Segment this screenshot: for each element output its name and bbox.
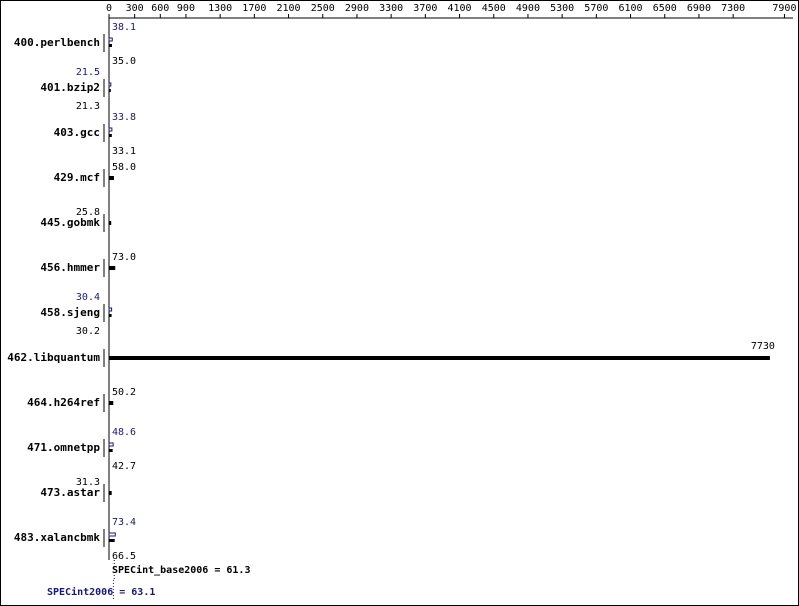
value-label: 21.3 (76, 101, 100, 112)
x-tick-label: 1700 (242, 3, 266, 14)
x-tick-label: 5300 (550, 3, 574, 14)
summary-label: SPECint_base2006 = 61.3 (112, 564, 250, 576)
x-tick-label: 7900 (772, 3, 796, 14)
x-tick-label: 900 (177, 3, 195, 14)
peak-bar (108, 82, 112, 87)
value-label: 58.0 (112, 162, 136, 173)
bar (109, 401, 114, 405)
bar (109, 539, 115, 542)
value-label: 66.5 (112, 551, 136, 562)
bar (109, 44, 112, 47)
peak-bar (108, 37, 113, 42)
x-tick-label: 2100 (277, 3, 301, 14)
value-label: 35.0 (112, 56, 136, 67)
bar (109, 449, 113, 452)
category-label: 400.perlbench (14, 36, 100, 49)
x-tick-label: 1300 (208, 3, 232, 14)
value-label: 7730 (751, 341, 775, 352)
category-label: 462.libquantum (7, 351, 100, 364)
peak-value-label: 73.4 (112, 517, 136, 528)
category-label: 429.mcf (54, 171, 100, 184)
value-label: 25.8 (76, 207, 100, 218)
x-tick-label: 4500 (482, 3, 506, 14)
peak-value-label: 33.8 (112, 112, 136, 123)
category-label: 464.h264ref (27, 396, 100, 409)
value-label: 42.7 (112, 461, 136, 472)
bar (109, 491, 112, 495)
category-label: 403.gcc (54, 126, 100, 139)
category-label: 401.bzip2 (40, 81, 100, 94)
value-label: 33.1 (112, 146, 136, 157)
x-tick-label: 600 (151, 3, 169, 14)
value-label: 31.3 (76, 477, 100, 488)
category-label: 456.hmmer (40, 261, 100, 274)
x-tick-label: 0 (106, 3, 112, 14)
x-tick-label: 7300 (721, 3, 745, 14)
category-label: 483.xalancbmk (14, 531, 100, 544)
x-tick-label: 6100 (619, 3, 643, 14)
peak-value-label: 38.1 (112, 22, 136, 33)
value-label: 50.2 (112, 387, 136, 398)
bar (109, 314, 112, 317)
category-label: 471.omnetpp (27, 441, 100, 454)
peak-value-label: 30.4 (76, 292, 100, 303)
bar (109, 266, 116, 270)
bar (109, 221, 112, 225)
peak-bar (108, 307, 113, 312)
peak-bar (108, 532, 116, 537)
peak-value-label: 48.6 (112, 427, 136, 438)
x-tick-label: 4100 (448, 3, 472, 14)
category-label: 445.gobmk (40, 216, 100, 229)
x-tick-label: 2500 (311, 3, 335, 14)
x-tick-label: 6900 (687, 3, 711, 14)
peak-bar (108, 127, 113, 132)
x-tick-label: 6500 (653, 3, 677, 14)
value-label: 30.2 (76, 326, 100, 337)
x-tick-label: 2900 (345, 3, 369, 14)
x-tick-label: 3300 (379, 3, 403, 14)
value-label: 73.0 (112, 252, 136, 263)
x-tick-label: 5700 (584, 3, 608, 14)
bar (109, 356, 770, 360)
x-tick-label: 4900 (516, 3, 540, 14)
bar (109, 89, 111, 92)
category-label: 473.astar (40, 486, 100, 499)
peak-bar (108, 442, 114, 447)
x-tick-label: 300 (126, 3, 144, 14)
summary-label: SPECint2006 = 63.1 (47, 586, 155, 598)
category-label: 458.sjeng (40, 306, 100, 319)
x-tick-label: 3700 (413, 3, 437, 14)
bar (109, 176, 114, 180)
bar (109, 134, 112, 137)
peak-value-label: 21.5 (76, 67, 100, 78)
